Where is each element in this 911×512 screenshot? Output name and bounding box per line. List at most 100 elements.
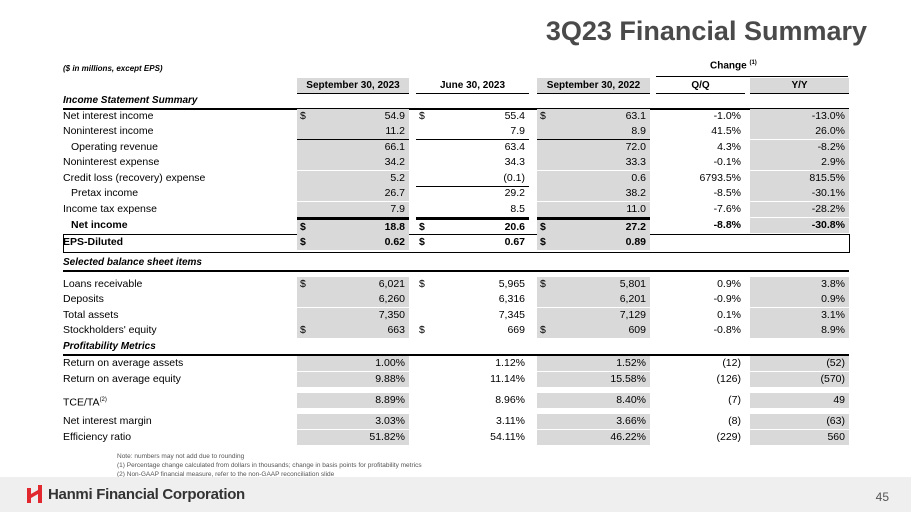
- change-header: Change (1): [710, 60, 757, 71]
- value-cell: -8.8%: [656, 218, 745, 233]
- col-header-sep-2023: September 30, 2023: [297, 78, 409, 94]
- value-cell: -7.6%: [656, 202, 745, 217]
- value-cell: 8.40%: [537, 393, 650, 408]
- value-cell: 6,260: [297, 292, 409, 307]
- cell-value: (12): [722, 357, 741, 369]
- row-footnote-ref: (2): [99, 397, 107, 403]
- value-cell: $63.1: [537, 109, 650, 124]
- cell-value: 34.2: [384, 156, 405, 168]
- value-cell: (12): [656, 356, 745, 371]
- section-profitability: Profitability Metrics: [63, 341, 156, 352]
- value-cell: 3.8%: [750, 277, 849, 292]
- value-cell: -0.1%: [656, 155, 745, 170]
- dollar-sign: $: [419, 110, 425, 122]
- row-label: Credit loss (recovery) expense: [63, 172, 206, 184]
- value-cell: 560: [750, 430, 849, 445]
- cell-value: 2.9%: [821, 156, 845, 168]
- col-header-yy: Y/Y: [750, 78, 849, 94]
- table-row: TCE/TA(2) 8.89% 8.96% 8.40% (7) 49: [63, 393, 849, 409]
- value-cell: 0.9%: [656, 277, 745, 292]
- cell-value: -7.6%: [713, 203, 741, 215]
- value-cell: 29.2: [416, 186, 529, 201]
- cell-value: 6,201: [619, 293, 646, 305]
- cell-value: 54.11%: [490, 431, 525, 443]
- dollar-sign: $: [300, 236, 306, 248]
- row-label: Income tax expense: [63, 203, 157, 215]
- value-cell: -1.0%: [656, 109, 745, 124]
- value-cell: (229): [656, 430, 745, 445]
- cell-value: 41.5%: [711, 125, 741, 137]
- cell-value: 3.03%: [375, 415, 405, 427]
- table-row: Return on average equity 9.88% 11.14% 15.58…: [63, 372, 849, 387]
- table-row: Net interest margin 3.03% 3.11% 3.66% (8) (63…: [63, 414, 849, 429]
- page-number: 45: [875, 490, 889, 504]
- value-cell: $54.9: [297, 109, 409, 124]
- cell-value: 54.9: [384, 110, 405, 122]
- value-cell: 0.9%: [750, 292, 849, 307]
- value-cell: $18.8: [297, 218, 409, 235]
- cell-value: 0.89: [625, 236, 646, 248]
- cell-value: 7,129: [619, 309, 646, 321]
- footnote: (1) Percentage change calculated from do…: [117, 462, 422, 469]
- value-cell: 6,316: [416, 292, 529, 307]
- cell-value: 8.9: [631, 125, 646, 137]
- row-label: TCE/TA: [63, 396, 100, 409]
- value-cell: 3.1%: [750, 308, 849, 323]
- divider: [63, 354, 849, 356]
- cell-value: 5.2: [390, 172, 405, 184]
- value-cell: $609: [537, 323, 650, 338]
- cell-value: -8.2%: [817, 141, 845, 153]
- col-header-qq: Q/Q: [656, 78, 745, 94]
- cell-value: 63.1: [625, 110, 646, 122]
- cell-value: (126): [716, 373, 741, 385]
- cell-value: -8.8%: [713, 219, 741, 231]
- value-cell: 34.3: [416, 155, 529, 170]
- value-cell: 72.0: [537, 140, 650, 155]
- cell-value: 26.0%: [815, 125, 845, 137]
- row-label: Efficiency ratio: [63, 431, 132, 443]
- cell-value: -0.1%: [713, 156, 741, 168]
- table-row: Noninterest expense 34.2 34.3 33.3 -0.1% 2.9%: [63, 155, 849, 170]
- value-cell: 8.5: [416, 202, 529, 218]
- dollar-sign: $: [419, 221, 425, 233]
- col-header-sep-2022: September 30, 2022: [537, 78, 650, 94]
- value-cell: -0.9%: [656, 292, 745, 307]
- value-cell: -13.0%: [750, 109, 849, 124]
- cell-value: 15.58%: [610, 373, 646, 385]
- cell-value: 49: [833, 394, 845, 406]
- value-cell: -8.2%: [750, 140, 849, 155]
- value-cell: (63): [750, 414, 849, 429]
- cell-value: -28.2%: [811, 203, 845, 215]
- row-label: Net interest income: [63, 110, 154, 122]
- cell-value: 6,316: [498, 293, 525, 305]
- value-cell: 7,129: [537, 308, 650, 323]
- value-cell: 15.58%: [537, 372, 650, 387]
- eps-row: EPS-Diluted $0.62 $0.67 $0.89: [63, 235, 849, 250]
- cell-value: -8.5%: [713, 187, 741, 199]
- table-row: Total assets 7,350 7,345 7,129 0.1% 3.1%: [63, 308, 849, 323]
- row-label: Stockholders' equity: [63, 324, 157, 336]
- cell-value: 29.2: [504, 187, 525, 199]
- cell-value: 6,260: [378, 293, 405, 305]
- value-cell: 1.00%: [297, 356, 409, 371]
- cell-value: -1.0%: [713, 110, 741, 122]
- value-cell: 38.2: [537, 186, 650, 201]
- cell-value: 0.1%: [717, 309, 741, 321]
- dollar-sign: $: [540, 236, 546, 248]
- cell-value: 18.8: [384, 221, 405, 233]
- value-cell: 11.14%: [416, 372, 529, 387]
- cell-value: 5,801: [619, 278, 646, 290]
- cell-value: -0.8%: [713, 324, 741, 336]
- value-cell: -8.5%: [656, 186, 745, 201]
- divider: [63, 108, 849, 110]
- value-cell: 6793.5%: [656, 171, 745, 186]
- value-cell: (126): [656, 372, 745, 387]
- cell-value: 609: [628, 324, 646, 336]
- cell-value: (570): [820, 373, 845, 385]
- row-label: Return on average assets: [63, 357, 184, 369]
- cell-value: 4.3%: [717, 141, 741, 153]
- value-cell: $0.89: [537, 235, 650, 250]
- row-label: Loans receivable: [63, 278, 143, 290]
- cell-value: 0.67: [504, 236, 525, 248]
